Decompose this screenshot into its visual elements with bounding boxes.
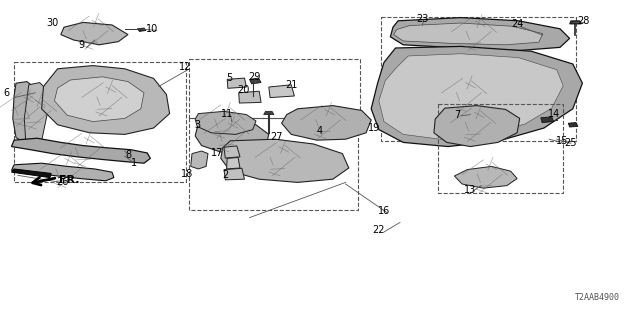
Text: 5: 5	[226, 73, 232, 84]
Text: 26: 26	[56, 177, 69, 187]
Polygon shape	[454, 166, 517, 188]
Text: 20: 20	[237, 84, 250, 95]
Polygon shape	[12, 169, 51, 178]
Text: 18: 18	[180, 169, 193, 180]
Text: 14: 14	[547, 108, 560, 119]
Text: 15: 15	[556, 136, 568, 146]
Polygon shape	[138, 28, 146, 31]
Polygon shape	[195, 111, 256, 134]
Text: 28: 28	[577, 16, 590, 26]
Text: 2: 2	[222, 170, 228, 180]
Text: FR.: FR.	[59, 175, 79, 185]
Text: 21: 21	[285, 80, 298, 90]
Text: 25: 25	[564, 138, 577, 148]
Polygon shape	[371, 46, 582, 147]
Text: 8: 8	[125, 150, 131, 160]
Polygon shape	[227, 157, 240, 169]
Polygon shape	[24, 83, 48, 144]
Text: 11: 11	[221, 108, 234, 119]
Polygon shape	[221, 139, 349, 182]
Text: 7: 7	[454, 109, 461, 120]
Text: 24: 24	[511, 19, 524, 29]
Text: 22: 22	[372, 225, 385, 236]
Bar	[14, 62, 186, 182]
Text: 3: 3	[194, 120, 200, 131]
Text: T2AAB4900: T2AAB4900	[575, 293, 620, 302]
Text: 4: 4	[317, 125, 323, 136]
Polygon shape	[191, 151, 208, 169]
Polygon shape	[264, 111, 274, 115]
Bar	[381, 17, 576, 141]
Polygon shape	[227, 78, 246, 88]
Bar	[438, 104, 563, 193]
Polygon shape	[42, 66, 170, 134]
Text: 10: 10	[146, 24, 159, 34]
Polygon shape	[379, 54, 563, 139]
Bar	[189, 118, 358, 210]
Polygon shape	[13, 82, 38, 142]
Text: 12: 12	[179, 62, 192, 72]
Polygon shape	[269, 85, 294, 98]
Text: 1: 1	[131, 158, 138, 168]
Polygon shape	[250, 78, 261, 84]
Polygon shape	[568, 123, 578, 127]
Text: 29: 29	[248, 72, 261, 82]
Text: 19: 19	[368, 123, 381, 133]
Text: 6: 6	[3, 88, 10, 98]
Polygon shape	[195, 120, 269, 154]
Text: 23: 23	[416, 13, 429, 24]
Bar	[189, 59, 360, 118]
Polygon shape	[390, 18, 570, 51]
Polygon shape	[239, 91, 261, 103]
Polygon shape	[12, 138, 150, 163]
Text: 30: 30	[46, 18, 59, 28]
Text: 17: 17	[211, 148, 224, 158]
Polygon shape	[61, 22, 128, 45]
Polygon shape	[224, 168, 244, 180]
Polygon shape	[434, 106, 520, 147]
Polygon shape	[54, 77, 144, 122]
Polygon shape	[570, 21, 581, 24]
Text: 16: 16	[378, 206, 390, 216]
Polygon shape	[394, 23, 543, 45]
Polygon shape	[12, 163, 114, 181]
Polygon shape	[282, 106, 371, 140]
Text: 27: 27	[270, 132, 283, 142]
Polygon shape	[541, 117, 554, 123]
Text: 13: 13	[464, 185, 477, 196]
Text: 9: 9	[79, 40, 85, 51]
Polygon shape	[224, 146, 240, 158]
